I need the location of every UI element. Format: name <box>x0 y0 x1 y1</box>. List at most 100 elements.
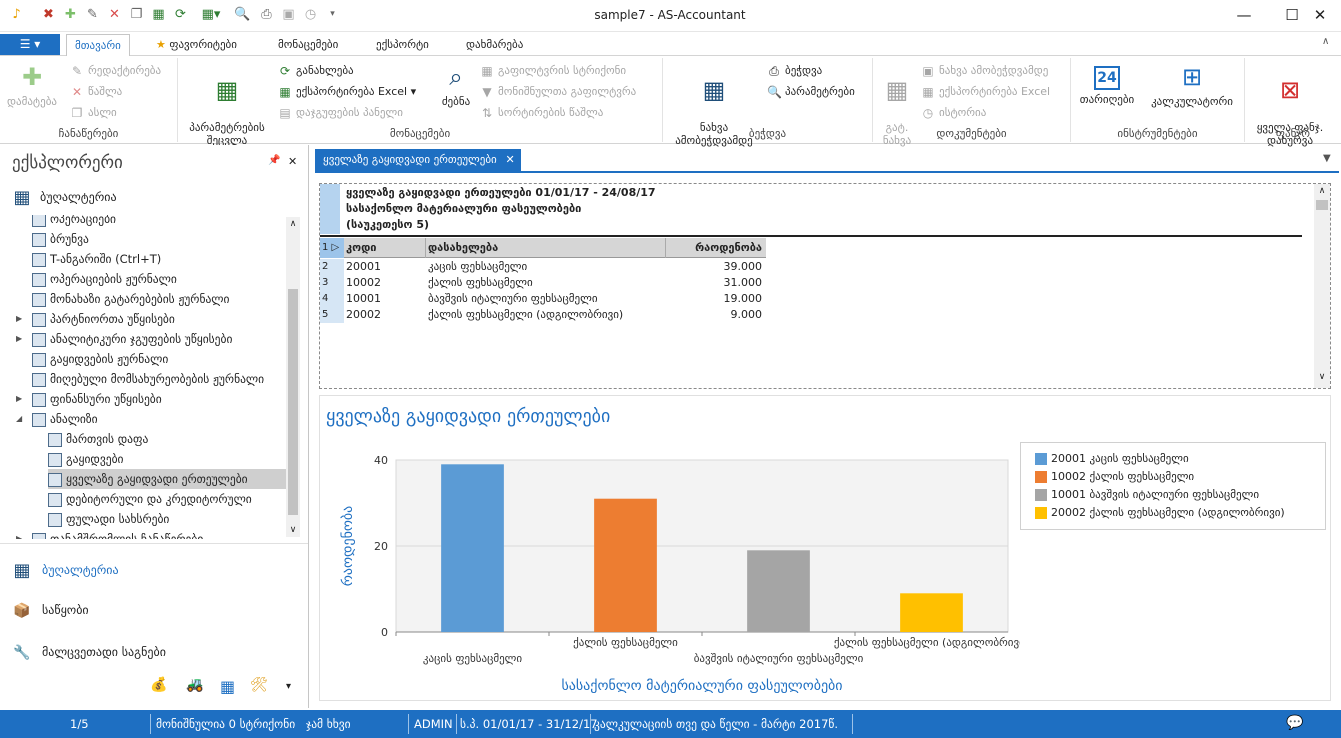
tree-item[interactable]: ▶ ანალიტიკური ჯგუფების უწყისები <box>16 329 286 349</box>
group-panel-button[interactable]: ▤ დაჯგუფების პანელი <box>278 104 403 122</box>
print-icon[interactable]: ⎙ <box>261 7 272 22</box>
print-params-button[interactable]: 🔍 პარამეტრები <box>767 83 855 101</box>
tree-item[interactable]: ოპერაციების ჟურნალი <box>32 269 286 289</box>
nav-warehouse[interactable]: 📦 საწყობი <box>10 597 88 623</box>
sort-delete-button[interactable]: ⇅ სორტირების წაშლა <box>480 104 603 122</box>
table-row[interactable]: 2 20001 კაცის ფეხსაცმელი 39.000 <box>320 259 766 275</box>
minimize-button[interactable]: — <box>1236 6 1252 24</box>
expand-arrow-icon[interactable]: ▶ <box>16 534 23 539</box>
tools-icon[interactable]: 🛠 <box>250 677 268 693</box>
customize-qa-icon[interactable]: ▾ <box>330 9 335 19</box>
print-button[interactable]: ⎙ ბეჭდვა <box>767 62 822 80</box>
delete-doc-icon[interactable]: ✖ <box>43 7 54 22</box>
doc-view-button[interactable]: ▦ გატ. ნახვა <box>875 62 919 147</box>
remove-icon[interactable]: ✕ <box>109 7 120 22</box>
scroll-up-icon[interactable]: ∧ <box>289 219 297 229</box>
tab-data[interactable]: მონაცემები <box>278 38 339 51</box>
doc-history-button[interactable]: ◷ ისტორია <box>921 104 987 122</box>
file-menu-button[interactable]: ☰ ▾ <box>0 34 60 55</box>
search-button[interactable]: ⌕ ძებნა <box>434 62 478 108</box>
money-icon[interactable]: 💰 <box>150 677 168 693</box>
print-preview-button[interactable]: ▦ ნახვა ამობეჭდვამდე <box>669 62 759 147</box>
calculator-grid-icon[interactable]: ▦ <box>220 677 236 696</box>
tab-home[interactable]: მთავარი <box>66 34 130 56</box>
refresh-icon[interactable]: ⟳ <box>175 7 186 22</box>
table-row[interactable]: 4 10001 ბავშვის იტალიური ფეხსაცმელი 19.000 <box>320 291 766 307</box>
close-button[interactable]: ✕ <box>1313 6 1327 24</box>
tree-item[interactable]: ▶ ფინანსური უწყისები <box>16 389 286 409</box>
doc-tabs-dropdown-icon[interactable]: ▼ <box>1323 153 1331 164</box>
tab-export[interactable]: ექსპორტი <box>376 38 429 51</box>
tab-favorites[interactable]: ★ ფავორიტები <box>148 34 245 56</box>
report-grid-icon <box>32 272 46 287</box>
doc-icon[interactable]: ▣ <box>282 7 295 22</box>
scroll-down-icon[interactable]: ∨ <box>289 525 297 535</box>
calculator-button[interactable]: ⊞ კალკულატორი <box>1143 62 1241 108</box>
grid-scroll-thumb[interactable] <box>1316 200 1328 210</box>
tree-item[interactable]: ◢ ანალიზი <box>16 409 286 429</box>
close-all-button[interactable]: ⊠ ყველა ფანჯ. დახურვა <box>1249 62 1331 147</box>
tree-item[interactable]: ფულადი სახსრები <box>48 509 286 529</box>
tractor-icon[interactable]: 🚜 <box>186 677 204 693</box>
tree-item[interactable]: დებიტორული და კრედიტორული <box>48 489 286 509</box>
history-icon[interactable]: ◷ <box>304 7 317 22</box>
doc-print-preview-button[interactable]: ▣ ნახვა ამობეჭდვამდე <box>921 62 1048 80</box>
table-row[interactable]: 3 10002 ქალის ფეხსაცმელი 31.000 <box>320 275 766 291</box>
grid-dropdown-icon[interactable]: ▦▾ <box>201 7 221 22</box>
col-name-header[interactable]: დასახელება <box>426 238 666 258</box>
tree-item[interactable]: ოპერაციები <box>32 215 286 229</box>
table-row[interactable]: 5 20002 ქალის ფეხსაცმელი (ადგილობრივი) 9.00… <box>320 307 766 323</box>
explorer-close-icon[interactable]: ✕ <box>288 155 298 168</box>
tree-item[interactable]: მონახაზი გატარებების ჟურნალი <box>32 289 286 309</box>
scroll-thumb[interactable] <box>288 289 298 515</box>
preview-icon[interactable]: 🔍 <box>234 7 251 22</box>
expand-arrow-icon[interactable]: ▶ <box>16 334 23 343</box>
add-icon[interactable]: ✚ <box>65 7 76 22</box>
filter-row-button[interactable]: ▦ გაფილტვრის სტრიქონი <box>480 62 626 80</box>
grid-scrollbar[interactable]: ∧ ∨ <box>1314 184 1330 388</box>
add-button[interactable]: ✚ დამატება <box>4 62 60 108</box>
more-nav-icon[interactable]: ▾ <box>286 681 292 692</box>
grid-scroll-down-icon[interactable]: ∨ <box>1318 372 1326 382</box>
tree-item[interactable]: ▶ პარტნიორთა უწყისები <box>16 309 286 329</box>
edit-icon[interactable]: ✎ <box>87 7 98 22</box>
excel-icon[interactable]: ▦ <box>152 7 165 22</box>
col-code-header[interactable]: კოდი <box>346 238 426 258</box>
col-qty-header[interactable]: რაოდენობა <box>695 241 762 254</box>
tree-item[interactable]: გაყიდვების ჟურნალი <box>32 349 286 369</box>
refresh-button[interactable]: ⟳ განახლება <box>278 62 354 80</box>
tree-item[interactable]: მართვის დაფა <box>48 429 286 449</box>
tree-scrollbar[interactable]: ∧ ∨ <box>286 217 300 537</box>
tree-item[interactable]: ბრუნვა <box>32 229 286 249</box>
chat-icon[interactable]: 💬 <box>1286 715 1304 731</box>
edit-button[interactable]: ✎ რედაქტირება <box>70 62 161 80</box>
grid-scroll-up-icon[interactable]: ∧ <box>1318 186 1326 196</box>
expand-arrow-icon[interactable]: ▶ <box>16 394 23 403</box>
expand-arrow-icon[interactable]: ▶ <box>16 314 23 323</box>
tree-item[interactable]: მიღებული მომსახურეობების ჟურნალი <box>32 369 286 389</box>
pin-icon[interactable]: 📌 <box>268 155 281 166</box>
tree-item[interactable]: T-ანგარიში (Ctrl+T) <box>32 249 286 269</box>
maximize-button[interactable]: ☐ <box>1285 6 1299 24</box>
explorer-root[interactable]: ▦ ბუღალტერია <box>10 185 116 209</box>
collapse-ribbon-icon[interactable]: ∧ <box>1322 36 1330 47</box>
nav-accounting[interactable]: ▦ ბუღალტერია <box>10 557 118 583</box>
doc-export-excel-button[interactable]: ▦ ექსპორტირება Excel <box>921 83 1050 101</box>
bar <box>900 593 963 632</box>
tree-item[interactable]: გაყიდვები <box>48 449 286 469</box>
doc-tab[interactable]: ყველაზე გაყიდვადი ერთეულები ✕ <box>315 149 521 171</box>
calendar-button[interactable]: 24 თარიღები <box>1075 62 1139 106</box>
expand-arrow-icon[interactable]: ◢ <box>16 414 23 423</box>
tree-item[interactable]: ყველაზე გაყიდვადი ერთეულები <box>48 469 286 489</box>
filter-selected-button[interactable]: ▼ მონიშნულთა გაფილტვრა <box>480 83 636 101</box>
copy-button[interactable]: ❐ ასლი <box>70 104 117 122</box>
splitter[interactable] <box>0 543 308 547</box>
tab-help[interactable]: დახმარება <box>466 38 524 51</box>
tree-item[interactable]: ▶ თანამშრომლის ჩანაწერები <box>16 529 286 539</box>
delete-button[interactable]: ✕ წაშლა <box>70 83 122 101</box>
export-excel-button[interactable]: ▦ ექსპორტირება Excel ▾ <box>279 85 417 99</box>
doc-tab-close-icon[interactable]: ✕ <box>505 153 515 166</box>
copy-icon[interactable]: ❐ <box>130 7 143 22</box>
params-button[interactable]: ▦ პარამეტრების შეცვლა <box>182 62 272 147</box>
nav-low-value-items[interactable]: 🔧 მალცვეთადი საგნები <box>10 639 166 665</box>
